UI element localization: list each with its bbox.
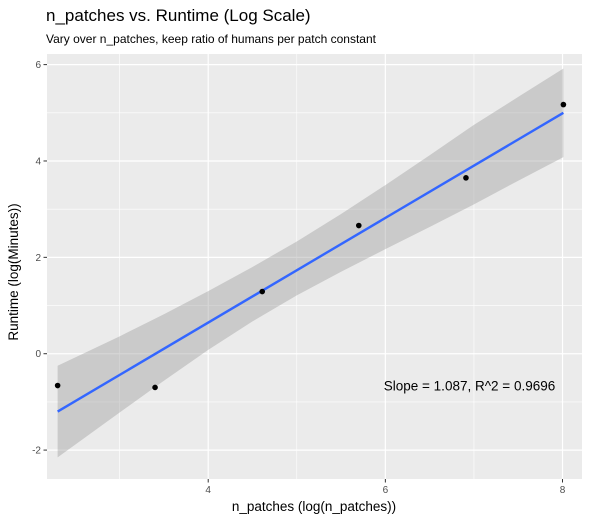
y-tick-label: 0 [35,349,41,360]
data-point [355,222,362,229]
y-tick-label: -2 [32,446,41,457]
fit-annotation: Slope = 1.087, R^2 = 0.9696 [384,379,555,394]
data-points [54,101,567,391]
x-tick-label: 8 [560,485,566,496]
x-axis-ticks: 4 6 8 [205,479,566,496]
y-tick-label: 6 [35,60,41,71]
data-point [463,175,469,181]
chart-title: n_patches vs. Runtime (Log Scale) [46,6,311,25]
data-point [54,382,61,389]
major-gridlines [47,54,582,479]
data-point [560,101,567,108]
minor-gridlines [47,54,582,479]
y-axis-title: Runtime (log(Minutes)) [6,203,21,340]
y-tick-label: 4 [35,156,41,167]
data-point [259,288,266,295]
chart-subtitle: Vary over n_patches, keep ratio of human… [46,32,377,46]
data-point [152,384,158,391]
x-tick-label: 6 [383,485,389,496]
plot-panel [47,54,582,479]
y-axis-ticks: -2 0 2 4 6 [32,60,47,457]
y-tick-label: 2 [35,253,41,264]
x-axis-title: n_patches (log(n_patches)) [232,499,396,514]
x-tick-label: 4 [205,485,211,496]
regression-line [57,111,565,413]
